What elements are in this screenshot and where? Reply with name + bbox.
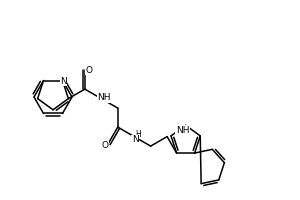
Text: NH: NH: [176, 126, 189, 135]
Text: O: O: [85, 66, 92, 75]
Text: N: N: [60, 77, 67, 86]
Text: O: O: [102, 141, 109, 150]
Text: H: H: [135, 130, 141, 139]
Text: NH: NH: [98, 93, 111, 102]
Text: N: N: [132, 135, 139, 144]
